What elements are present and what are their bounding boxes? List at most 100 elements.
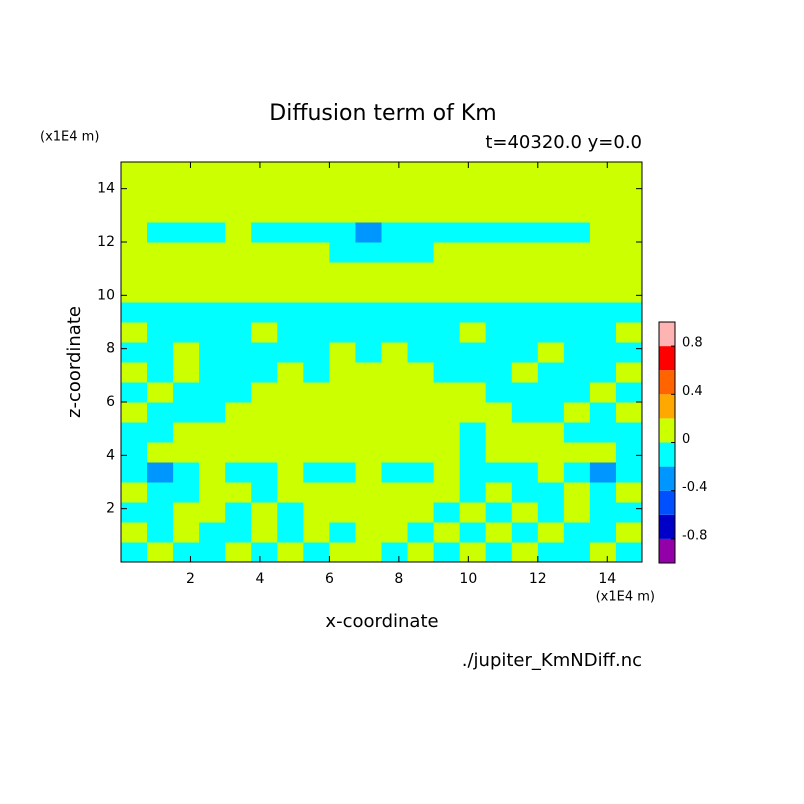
field-cell xyxy=(485,502,513,523)
field-cell xyxy=(173,542,200,563)
field-cell xyxy=(329,502,356,523)
colorbar-bin xyxy=(659,490,675,515)
colorbar-label: 0.8 xyxy=(682,336,703,351)
field-cell xyxy=(277,342,304,363)
field-cell xyxy=(485,322,513,343)
field-cell xyxy=(225,522,252,543)
field-cell xyxy=(407,502,435,523)
field-cell xyxy=(121,542,148,563)
field-cell xyxy=(355,182,382,203)
field-cell xyxy=(277,422,304,443)
field-cell xyxy=(251,342,278,363)
field-cell xyxy=(381,302,409,323)
field-cell xyxy=(381,262,409,283)
field-cell xyxy=(147,522,174,543)
field-cell xyxy=(589,302,617,323)
field-cell xyxy=(511,362,539,383)
field-cell xyxy=(355,242,382,263)
field-cell xyxy=(173,442,200,463)
field-cell xyxy=(615,402,643,423)
field-cell xyxy=(121,362,148,383)
x-unit: (x1E4 m) xyxy=(596,590,655,605)
field-cell xyxy=(615,302,643,323)
field-cell xyxy=(485,222,513,243)
colorbar-bin xyxy=(659,418,675,443)
field-cell xyxy=(407,402,435,423)
field-cell xyxy=(173,322,200,343)
field-cell xyxy=(303,342,330,363)
field-cell xyxy=(329,442,356,463)
field-cell xyxy=(199,282,226,303)
field-cell xyxy=(459,362,487,383)
field-cell xyxy=(329,522,356,543)
field-cell xyxy=(251,222,278,243)
field-cell xyxy=(407,202,435,223)
colorbar-bin xyxy=(659,394,675,419)
field-cell xyxy=(563,302,591,323)
field-cell xyxy=(199,322,226,343)
field-cell xyxy=(459,402,487,423)
y-unit: (x1E4 m) xyxy=(40,130,99,145)
field-cell xyxy=(303,522,330,543)
field-cell xyxy=(251,302,278,323)
field-cell xyxy=(563,382,591,403)
y-tick-label: 6 xyxy=(106,394,115,410)
field-cell xyxy=(615,522,643,543)
field-cell xyxy=(485,442,513,463)
field-cell xyxy=(563,182,591,203)
field-cell xyxy=(355,422,382,443)
field-cell xyxy=(251,422,278,443)
field-cell xyxy=(537,382,565,403)
field-cell xyxy=(121,302,148,323)
field-cell xyxy=(459,282,487,303)
field-cell xyxy=(199,502,226,523)
field-cell xyxy=(277,382,304,403)
field-cell xyxy=(433,522,461,543)
field-cell xyxy=(433,422,461,443)
field-cell xyxy=(329,222,356,243)
field-cell xyxy=(485,282,513,303)
field-cell xyxy=(589,422,617,443)
field-cell xyxy=(225,422,252,443)
field-cell xyxy=(355,362,382,383)
field-cell xyxy=(329,422,356,443)
field-cell xyxy=(563,222,591,243)
y-tick-label: 14 xyxy=(97,181,115,197)
field-cell xyxy=(251,362,278,383)
field-cell xyxy=(459,522,487,543)
field-cell xyxy=(433,162,461,183)
field-cell xyxy=(511,482,539,503)
field-cell xyxy=(459,242,487,263)
field-cell xyxy=(563,482,591,503)
chart-subtitle: t=40320.0 y=0.0 xyxy=(485,132,642,153)
field-cell xyxy=(251,502,278,523)
field-cell xyxy=(303,482,330,503)
field-cell xyxy=(147,262,174,283)
field-cell xyxy=(173,382,200,403)
field-cell xyxy=(329,322,356,343)
field-cell xyxy=(147,462,174,483)
field-cell xyxy=(173,262,200,283)
field-cell xyxy=(121,242,148,263)
field-cell xyxy=(329,362,356,383)
field-cell xyxy=(589,502,617,523)
field-cell xyxy=(173,522,200,543)
field-cell xyxy=(329,542,356,563)
field-cell xyxy=(615,442,643,463)
field-cell xyxy=(277,442,304,463)
field-cell xyxy=(251,322,278,343)
field-cell xyxy=(173,402,200,423)
field-cell xyxy=(121,522,148,543)
field-cell xyxy=(407,362,435,383)
field-cell xyxy=(511,422,539,443)
field-cell xyxy=(277,462,304,483)
field-cell xyxy=(537,282,565,303)
field-cell xyxy=(329,482,356,503)
field-cell xyxy=(199,442,226,463)
field-cell xyxy=(537,482,565,503)
field-cell xyxy=(277,262,304,283)
field-cell xyxy=(225,202,252,223)
field-cell xyxy=(121,322,148,343)
field-cell xyxy=(173,422,200,443)
field-cell xyxy=(407,382,435,403)
